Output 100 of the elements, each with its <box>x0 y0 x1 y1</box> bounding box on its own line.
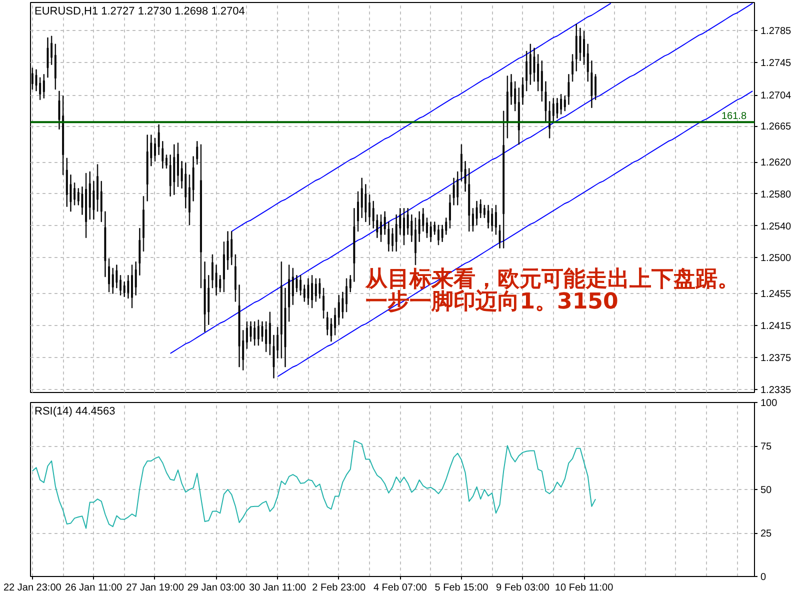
x-tick-label: 9 Feb 03:00 <box>496 582 550 594</box>
y-tick-label: 1.2540 <box>760 221 792 232</box>
candlestick <box>238 284 240 368</box>
candlestick <box>572 54 574 82</box>
y-tick-label: 1.2500 <box>760 253 792 264</box>
candlestick <box>200 144 202 288</box>
candlestick <box>468 168 470 232</box>
y-tick-label: 1.2580 <box>760 189 792 200</box>
candlestick <box>583 31 585 65</box>
candlestick <box>54 44 56 90</box>
candlestick <box>173 144 176 195</box>
line-series <box>277 90 754 378</box>
candlestick <box>104 211 106 278</box>
candlestick <box>177 142 179 187</box>
candlestick <box>134 262 137 296</box>
candlestick <box>430 222 432 242</box>
candlestick <box>491 208 494 232</box>
candlestick <box>138 228 141 276</box>
y-tick-label: 75 <box>760 442 772 452</box>
x-tick-label: 29 Jan 03:00 <box>187 582 246 594</box>
candlestick <box>498 224 501 248</box>
candlestick <box>502 110 505 248</box>
candlestick <box>522 77 524 105</box>
candlestick <box>85 172 88 238</box>
y-tick-label: 100 <box>760 398 778 409</box>
candlestick <box>564 96 566 112</box>
x-tick-label: 27 Jan 19:00 <box>126 582 184 594</box>
candlestick <box>586 44 589 82</box>
y-tick-label: 1.2335 <box>760 384 792 396</box>
candlestick <box>146 134 148 202</box>
y-tick-label: 50 <box>760 485 772 496</box>
candlestick <box>338 295 340 325</box>
candlestick <box>560 94 562 114</box>
y-tick-label: 1.2455 <box>760 289 792 300</box>
candlestick <box>357 191 359 232</box>
candlestick <box>353 208 356 282</box>
x-tick-label: 30 Jan 11:00 <box>249 582 307 594</box>
candlestick <box>307 278 310 305</box>
candlestick <box>388 222 390 252</box>
y-tick-label: 1.2745 <box>760 58 792 69</box>
chart-title: EURUSD,H1 1.2727 1.2730 1.2698 1.2704 <box>34 6 245 18</box>
candlestick <box>292 268 294 305</box>
candlestick <box>112 268 114 294</box>
x-tick-label: 4 Feb 07:00 <box>373 582 428 594</box>
candlestick <box>568 74 570 105</box>
candlestick <box>42 74 45 98</box>
candlestick <box>131 264 133 308</box>
candlestick <box>257 320 260 346</box>
candlestick <box>196 141 198 165</box>
x-tick-label: 26 Jan 11:00 <box>65 582 123 594</box>
candlestick <box>288 264 290 322</box>
x-tick-label: 5 Feb 15:00 <box>434 582 489 594</box>
candlestick <box>88 171 91 220</box>
candlestick <box>426 218 428 238</box>
candlestick <box>349 275 352 292</box>
y-tick-label: 25 <box>760 528 772 540</box>
line-series <box>32 440 596 529</box>
candlestick <box>494 204 497 235</box>
candlestick <box>268 312 271 356</box>
line-series <box>170 2 754 354</box>
candlestick <box>108 258 110 292</box>
candlestick <box>300 275 302 296</box>
candlestick <box>518 88 520 145</box>
candlestick <box>314 278 317 302</box>
candlestick <box>254 321 256 346</box>
candlestick <box>204 262 206 332</box>
candlestick <box>162 141 164 169</box>
candlestick <box>234 254 236 302</box>
candlestick <box>100 180 102 222</box>
candlestick <box>526 50 528 92</box>
candlestick <box>318 278 321 299</box>
candlestick <box>448 194 451 228</box>
candlestick <box>487 204 490 228</box>
candlestick <box>540 60 543 102</box>
annotation: 161.8 <box>721 111 747 122</box>
candlestick <box>360 178 363 218</box>
candlestick <box>322 288 325 319</box>
candlestick <box>506 76 508 138</box>
candlestick <box>246 321 248 349</box>
candlestick <box>311 275 314 308</box>
chart-title: RSI(14) 44.4563 <box>34 406 116 418</box>
candlestick <box>403 208 405 246</box>
candlestick <box>438 224 440 246</box>
candlestick <box>184 162 187 208</box>
candlestick <box>529 44 532 85</box>
y-tick-label: 1.2785 <box>760 26 792 37</box>
candlestick <box>575 24 578 72</box>
candlestick <box>456 171 459 206</box>
y-tick-label: 1.2704 <box>760 90 792 102</box>
x-tick-label: 22 Jan 23:00 <box>4 582 62 594</box>
candlestick <box>265 321 268 352</box>
x-tick-label: 2 Feb 23:00 <box>312 582 366 594</box>
x-tick-label: 10 Feb 11:00 <box>554 582 614 594</box>
candlestick <box>590 60 593 108</box>
y-tick-label: 0 <box>760 572 766 583</box>
y-tick-label: 1.2620 <box>760 158 792 169</box>
y-tick-label: 1.2415 <box>760 321 792 332</box>
candlestick <box>142 196 144 252</box>
candlestick <box>46 37 49 78</box>
candlestick <box>556 98 558 118</box>
